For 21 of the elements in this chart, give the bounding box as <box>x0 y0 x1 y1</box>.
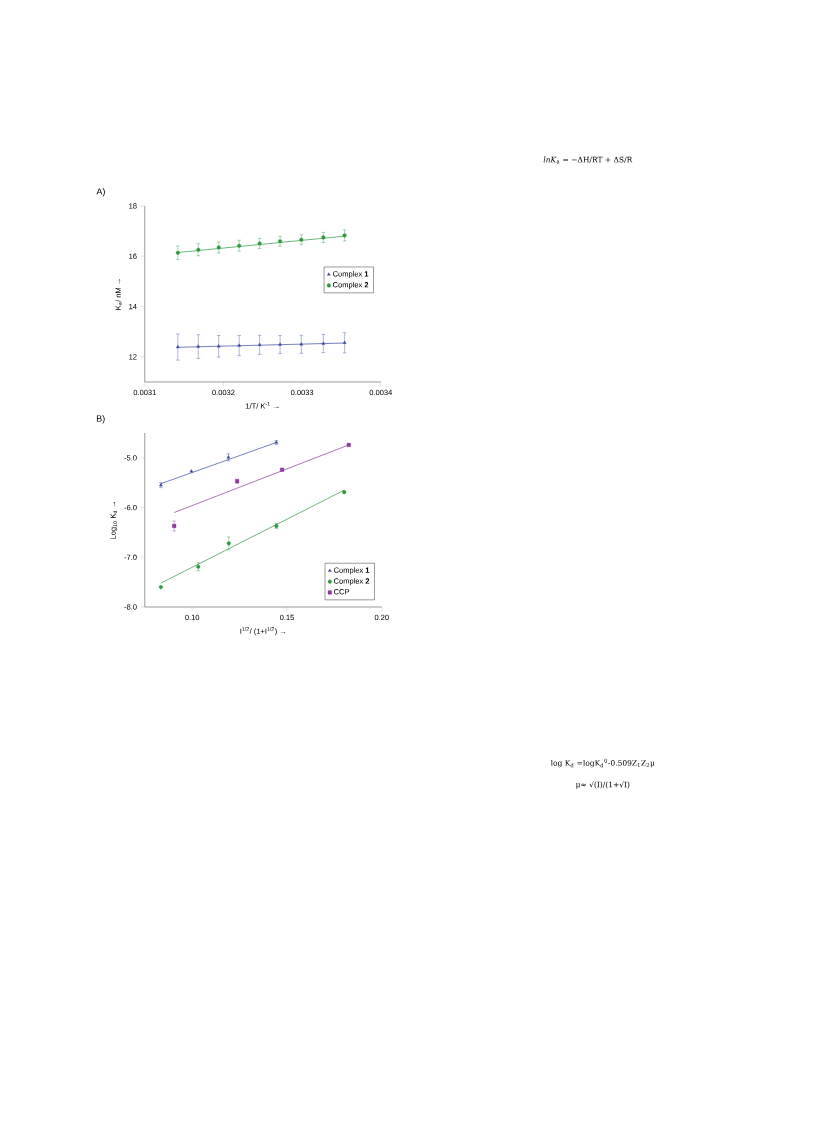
chart-title: A) <box>96 188 105 197</box>
point <box>299 342 304 346</box>
point <box>216 245 221 250</box>
point <box>159 585 164 590</box>
point <box>321 341 326 345</box>
point <box>257 342 262 346</box>
point <box>196 344 201 348</box>
point <box>346 442 351 447</box>
point <box>176 345 180 349</box>
point <box>189 469 194 473</box>
point <box>196 247 201 252</box>
chart-title: B) <box>97 415 105 424</box>
point <box>342 340 347 344</box>
point <box>175 250 180 255</box>
point <box>280 467 285 472</box>
point <box>237 343 242 347</box>
point <box>226 541 231 546</box>
point <box>278 342 282 346</box>
point <box>342 233 347 238</box>
point <box>342 490 347 495</box>
point <box>217 344 221 348</box>
